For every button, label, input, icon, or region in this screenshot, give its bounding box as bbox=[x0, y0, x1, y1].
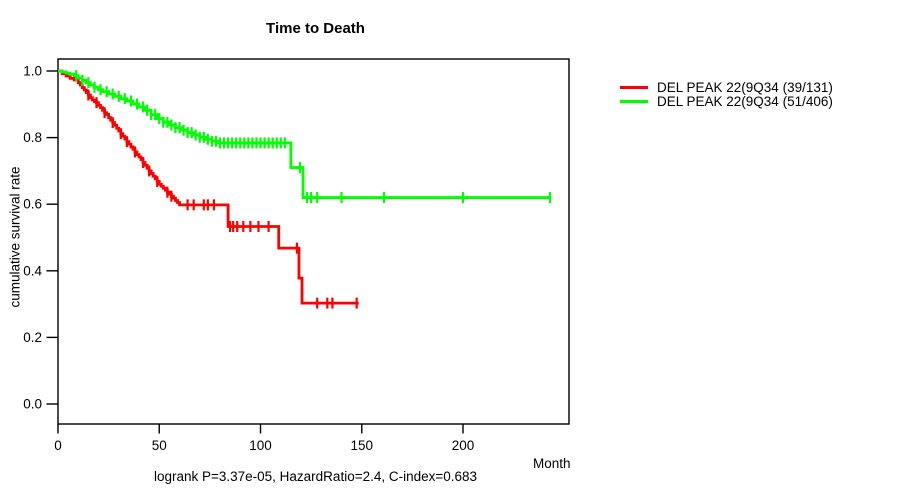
svg-text:0.2: 0.2 bbox=[23, 330, 42, 345]
svg-text:0.6: 0.6 bbox=[23, 197, 42, 212]
svg-text:1.0: 1.0 bbox=[23, 64, 42, 79]
survival-curve-0 bbox=[58, 69, 359, 305]
stats-annotation: logrank P=3.37e-05, HazardRatio=2.4, C-i… bbox=[153, 469, 478, 484]
legend: DEL PEAK 22(9Q34 (39/131) DEL PEAK 22(9Q… bbox=[620, 80, 833, 109]
legend-label: DEL PEAK 22(9Q34 (39/131) bbox=[657, 80, 833, 96]
plot-border bbox=[57, 58, 570, 425]
svg-text:0.0: 0.0 bbox=[23, 397, 42, 412]
svg-text:0.8: 0.8 bbox=[23, 130, 42, 145]
svg-text:200: 200 bbox=[452, 438, 475, 453]
legend-line-icon bbox=[620, 86, 648, 90]
legend-label: DEL PEAK 22(9Q34 (51/406) bbox=[657, 93, 833, 109]
svg-text:0.4: 0.4 bbox=[23, 263, 42, 278]
censor-marks-1 bbox=[75, 70, 552, 204]
legend-line-icon bbox=[620, 99, 648, 103]
svg-text:150: 150 bbox=[350, 438, 373, 453]
x-axis-label: Month bbox=[533, 456, 571, 471]
svg-text:100: 100 bbox=[249, 438, 272, 453]
legend-item: DEL PEAK 22(9Q34 (39/131) bbox=[620, 80, 833, 96]
x-axis: 0 50 100 150 200 bbox=[54, 424, 474, 453]
chart-title: Time to Death bbox=[266, 20, 365, 37]
y-axis: 0.0 0.2 0.4 0.6 0.8 1.0 bbox=[23, 64, 58, 412]
svg-text:0: 0 bbox=[54, 438, 62, 453]
y-axis-label: cumulative survival rate bbox=[7, 166, 23, 308]
survival-curve-1 bbox=[58, 69, 551, 199]
legend-item: DEL PEAK 22(9Q34 (51/406) bbox=[620, 93, 833, 109]
svg-text:50: 50 bbox=[152, 438, 167, 453]
survival-curves bbox=[58, 69, 552, 309]
censor-marks-0 bbox=[87, 89, 358, 309]
